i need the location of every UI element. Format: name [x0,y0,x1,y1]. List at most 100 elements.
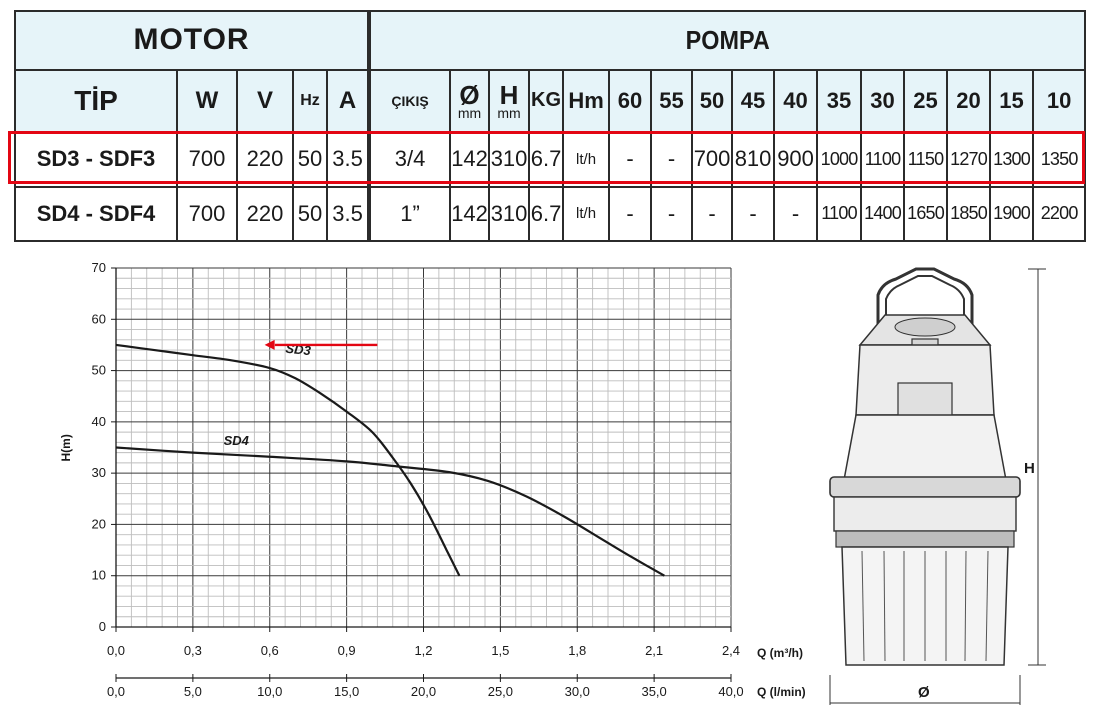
kg-header: KG [528,68,565,134]
diameter-cell: 142 [449,185,491,242]
y-tick-label: 30 [92,465,106,480]
head-header: 55 [650,68,694,134]
y-axis-title: H(m) [59,434,73,461]
tip-cell: SD4 - SDF4 [14,185,178,242]
flow-cell: - [608,131,653,188]
head-header: 20 [946,68,992,134]
x2-axis-title: Q (l/min) [757,685,806,699]
flow-cell: 1150 [903,131,949,188]
head-header: 60 [608,68,653,134]
kg-cell: 6.7 [528,131,565,188]
motor-group-header: MOTOR [13,10,372,71]
flow-cell: 700 [691,131,734,188]
sd3-arrow-head [264,339,275,350]
flow-cell: 1400 [860,185,906,242]
amp-cell: 3.5 [325,185,372,242]
chart-axes [111,267,732,682]
flow-cell: 810 [731,131,776,188]
amp-header: A [325,68,372,134]
volt-cell: 220 [236,131,294,188]
head-header: 45 [731,68,776,134]
top-cap [894,317,956,337]
height-cell: 310 [488,131,531,188]
volt-cell: 220 [236,185,294,242]
head-header: 30 [860,68,906,134]
watt-cell: 700 [176,185,238,242]
group-header-row: MOTOR POMPA [13,10,1087,71]
housing-ribs [861,550,989,662]
flow-cell: 1650 [903,185,949,242]
series-line-sd4 [115,446,665,577]
table-row-sd4: SD4 - SDF4 700 220 50 3.5 1” 142 310 6.7… [14,185,1087,242]
y-tick-label: 50 [92,363,106,378]
y-tick-label: 60 [92,311,106,326]
flow-cell: - [608,185,653,242]
height-cell: 310 [488,185,531,242]
seal-band [835,530,1015,548]
series-line-sd3 [115,343,461,577]
y-tick-label: 40 [92,414,106,429]
flow-cell: 1300 [989,131,1035,188]
chart-labels: 0 10 20 30 40 50 60 70 0,0 0,3 0,6 0,9 1,2 1,5 1,8 2,1 2… [59,260,806,699]
head-header: 35 [816,68,863,134]
flow-cell: 1350 [1032,131,1087,188]
x-tick-label: 1,8 [568,643,586,658]
x-tick-label: 2,4 [722,643,740,658]
handle-outline [876,267,974,345]
y-tick-label: 10 [92,568,106,583]
diameter-unit: mm [457,104,482,121]
cikis-cell: 3/4 [368,131,452,188]
flange [829,476,1021,498]
series-label-sd3: SD3 [285,341,312,359]
pompa-group-header: POMPA [368,10,1087,71]
height-unit: mm [497,104,521,121]
x-tick-label: 0,3 [184,643,202,658]
flow-cell: 2200 [1032,185,1087,242]
watt-header: W [176,68,238,134]
x2-tick-label: 25,0 [488,684,513,699]
hz-cell: 50 [292,185,328,242]
series-label-sd4: SD4 [224,433,250,448]
table-row-sd3: SD3 - SDF3 700 220 50 3.5 3/4 142 310 6.… [14,131,1087,188]
cikis-header: ÇIKIŞ [368,68,452,134]
y-tick-label: 70 [92,260,106,275]
flow-cell: 1850 [946,185,992,242]
volt-header: V [236,68,294,134]
hm-header: Hm [562,68,611,134]
hz-header: Hz [292,68,328,134]
cikis-cell: 1” [368,185,452,242]
head-header: 50 [691,68,734,134]
x2-tick-label: 30,0 [565,684,590,699]
performance-chart: 0 10 20 30 40 50 60 70 0,0 0,3 0,6 0,9 1,2 1,5 1,8 2,1 2… [59,260,806,699]
chart-series [115,343,665,577]
x2-tick-label: 20,0 [411,684,436,699]
handle-inner [885,275,965,345]
tip-header: TİP [14,68,178,134]
unit-cell: lt/h [562,185,611,242]
watt-cell: 700 [176,131,238,188]
x-axis-title: Q (m³/h) [757,646,803,660]
pump-drawing: H Ø [829,267,1046,705]
x-tick-label: 1,2 [414,643,432,658]
hz-cell: 50 [292,131,328,188]
flow-cell: 1100 [816,185,863,242]
x2-tick-label: 10,0 [257,684,282,699]
head-header: 40 [773,68,819,134]
flow-cell: - [650,131,694,188]
amp-cell: 3.5 [325,131,372,188]
y-tick-label: 0 [99,619,106,634]
diameter-label: Ø [918,684,930,701]
flow-cell: - [691,185,734,242]
flange-lower [833,496,1017,532]
diameter-symbol: Ø [459,79,480,110]
unit-cell: lt/h [562,131,611,188]
kg-cell: 6.7 [528,185,565,242]
chart-grid [115,267,732,628]
flow-cell: - [773,185,819,242]
flow-cell: 1270 [946,131,992,188]
x2-tick-label: 0,0 [107,684,125,699]
x-tick-label: 1,5 [491,643,509,658]
height-label: H [1024,460,1035,477]
